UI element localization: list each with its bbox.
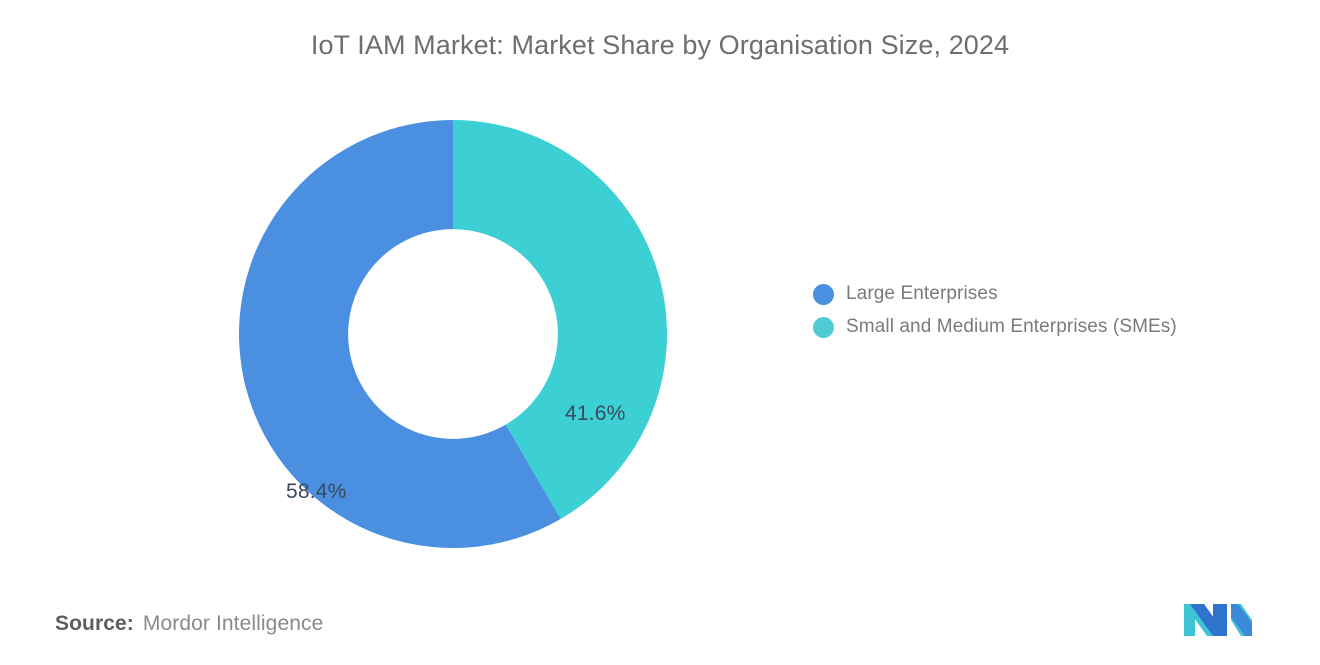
source-value: Mordor Intelligence [142,612,324,635]
donut-chart: 58.4% 41.6% [238,120,667,548]
legend-item-large-enterprises[interactable]: Large Enterprises [813,283,1177,305]
donut-chart-svg [238,120,667,548]
pie-slice-smes[interactable] [453,120,667,519]
legend-item-label: Small and Medium Enterprises (SMEs) [846,316,1177,337]
legend-color-swatch-icon [813,316,834,338]
chart-legend: Large Enterprises Small and Medium Enter… [813,283,1177,338]
mordor-intelligence-logo-icon [1184,598,1252,642]
page-title: IoT IAM Market: Market Share by Organisa… [310,30,1010,60]
slice-label-large-enterprises: 58.4% [286,480,347,503]
source-attribution: Source: Mordor Intelligence [55,612,323,636]
legend-item-smes[interactable]: Small and Medium Enterprises (SMEs) [813,316,1177,338]
legend-color-swatch-icon [813,283,834,305]
slice-label-smes: 41.6% [565,402,626,425]
legend-item-label: Large Enterprises [846,283,998,304]
pie-slice-large-enterprises[interactable] [238,120,561,548]
source-label: Source: [55,612,134,635]
